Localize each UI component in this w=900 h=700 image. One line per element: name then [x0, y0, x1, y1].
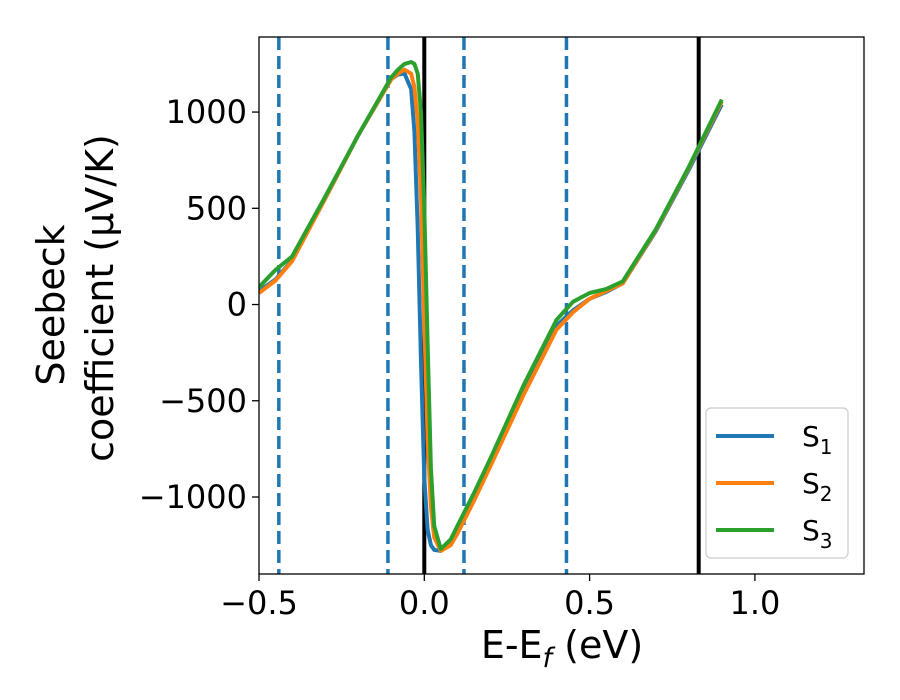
y-tick-label: −1000 [139, 478, 247, 516]
y-tick-label: 500 [186, 189, 247, 227]
y-tick-label: 0 [227, 286, 247, 324]
legend-box [705, 407, 849, 559]
legend-label-s2: S2 [802, 467, 833, 506]
legend: S1 S2 S3 [705, 407, 849, 559]
series-line-s3 [259, 60, 724, 551]
y-tick-label: −500 [159, 382, 247, 420]
plot-frame [258, 36, 865, 575]
x-axis-ticks: −0.5 0.0 0.5 1.0 [220, 574, 780, 622]
x-tick-label: 1.0 [729, 584, 780, 622]
y-axis-label: Seebeck coefficient (μV/K) [29, 134, 122, 462]
x-axis-label: E-Ef (eV) [481, 623, 643, 674]
y-tick-label: 1000 [166, 93, 247, 131]
series-line-s2 [259, 67, 724, 553]
vertical-reference-lines [277, 37, 701, 574]
y-axis-label-line2: coefficient (μV/K) [78, 134, 122, 462]
x-tick-label: 0.0 [399, 584, 450, 622]
y-axis-label-line1: Seebeck [29, 224, 73, 385]
series-line-s1 [259, 71, 724, 553]
y-axis-ticks: −1000 −500 0 500 1000 [139, 93, 259, 516]
legend-label-s3: S3 [802, 514, 833, 553]
legend-label-s1: S1 [802, 420, 833, 459]
series-lines [259, 60, 724, 553]
x-tick-label: −0.5 [220, 584, 298, 622]
x-tick-label: 0.5 [564, 584, 615, 622]
